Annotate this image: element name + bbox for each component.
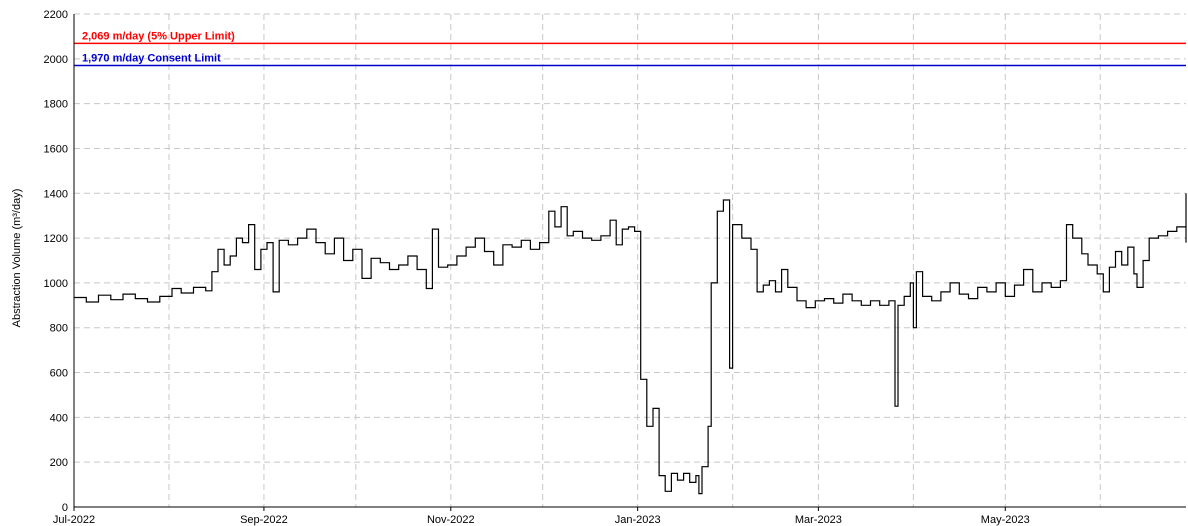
x-tick-label: Jan-2023 [615, 514, 661, 526]
x-tick-label: Jul-2022 [53, 514, 95, 526]
reference-lines: 2,069 m/day (5% Upper Limit) 1,970 m/day … [74, 30, 1186, 67]
y-tick-label: 1800 [44, 99, 68, 111]
series-layer [74, 193, 1187, 495]
y-tick-label: 1600 [44, 143, 68, 155]
reference-line-label: 1,970 m/day Consent Limit [82, 53, 221, 65]
x-tick-label: May-2023 [981, 514, 1030, 526]
y-tick-label: 2200 [44, 9, 68, 21]
series-line [74, 193, 1187, 495]
reference-line-label: 2,069 m/day (5% Upper Limit) [82, 30, 235, 42]
y-tick-label: 0 [62, 502, 68, 514]
y-tick-label: 2000 [44, 54, 68, 66]
y-tick-label: 1400 [44, 188, 68, 200]
y-tick-label: 600 [50, 368, 68, 380]
y-tick-label: 200 [50, 457, 68, 469]
x-tick-label: Sep-2022 [240, 514, 288, 526]
y-tick-label: 800 [50, 323, 68, 335]
y-axis-label: Abstraction Volume (m³/day) [11, 189, 23, 328]
grid [74, 13, 1186, 507]
y-tick-label: 1000 [44, 278, 68, 290]
axes: 0 200 400 600 800 1000 1200 1400 1600 1800 2000 220… [44, 9, 1186, 526]
y-tick-label: 1200 [44, 233, 68, 245]
x-tick-label: Nov-2022 [427, 514, 475, 526]
x-tick-label: Mar-2023 [795, 514, 842, 526]
y-tick-label: 400 [50, 412, 68, 424]
